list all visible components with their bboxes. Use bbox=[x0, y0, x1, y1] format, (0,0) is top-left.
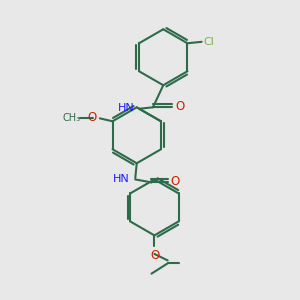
Text: O: O bbox=[175, 100, 184, 113]
Text: O: O bbox=[171, 175, 180, 188]
Text: O: O bbox=[150, 249, 160, 262]
Text: HN: HN bbox=[118, 103, 135, 113]
Text: O: O bbox=[87, 111, 96, 124]
Text: CH₃: CH₃ bbox=[62, 113, 80, 123]
Text: HN: HN bbox=[112, 174, 129, 184]
Text: Cl: Cl bbox=[204, 37, 214, 47]
